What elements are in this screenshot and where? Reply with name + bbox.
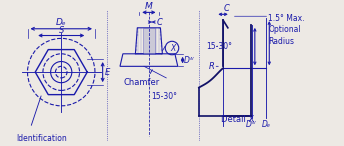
Text: Dᵂ: Dᵂ <box>246 120 256 129</box>
Text: M: M <box>145 2 153 11</box>
Text: X: X <box>170 44 175 53</box>
Text: R: R <box>208 62 214 71</box>
Text: C: C <box>224 4 230 13</box>
Text: Dₑ: Dₑ <box>262 120 271 129</box>
Text: Dᵂ: Dᵂ <box>184 56 195 65</box>
Text: 15-30°: 15-30° <box>151 92 177 101</box>
Polygon shape <box>143 28 155 54</box>
Text: Identification: Identification <box>16 134 67 143</box>
Text: 1.5° Max.
Optional
Radius: 1.5° Max. Optional Radius <box>268 14 305 46</box>
Text: C: C <box>157 18 162 27</box>
Text: Dₑ: Dₑ <box>56 18 66 27</box>
Text: Detail X: Detail X <box>221 115 254 124</box>
Text: E: E <box>105 68 110 77</box>
Text: Chamfer: Chamfer <box>123 78 159 87</box>
Text: 15-30°: 15-30° <box>207 42 233 51</box>
Text: S: S <box>58 26 64 35</box>
